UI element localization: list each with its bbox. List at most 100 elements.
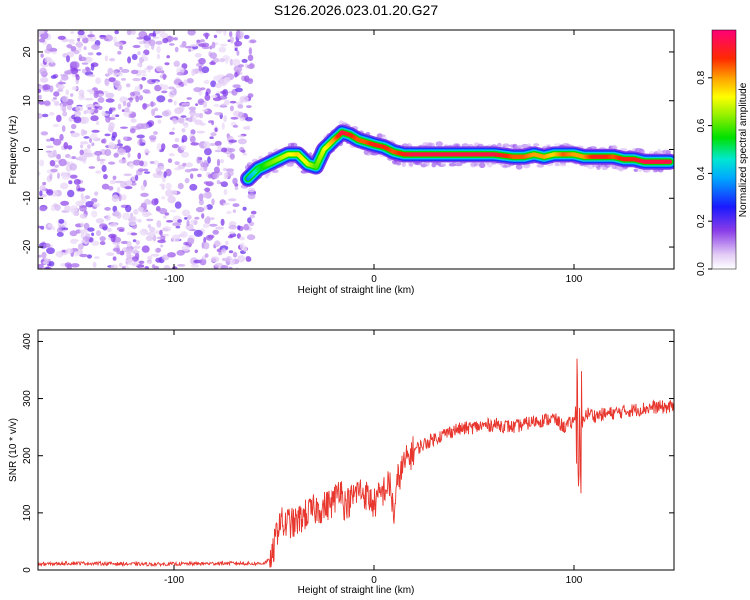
noise-blob — [124, 186, 133, 190]
noise-blob — [146, 65, 154, 70]
noise-blob — [38, 30, 45, 35]
noise-blob — [132, 77, 141, 82]
colorbar-tick-label: 0.8 — [696, 70, 707, 84]
noise-blob — [209, 143, 217, 146]
noise-blob — [236, 50, 240, 56]
halo-blob — [536, 164, 545, 168]
noise-blob — [215, 226, 225, 230]
noise-blob — [39, 67, 47, 75]
noise-blob — [84, 97, 94, 101]
noise-blob — [234, 40, 243, 47]
noise-blob — [56, 84, 65, 90]
colorbar-axes: 0.0 0.2 0.4 0.6 0.8 — [696, 70, 712, 276]
halo-blob — [454, 162, 463, 167]
spectrogram — [38, 30, 674, 269]
noise-blob — [221, 122, 225, 130]
noise-blob — [89, 89, 95, 95]
colorbar-tick-label: 0.2 — [696, 214, 707, 228]
halo-blob — [665, 149, 672, 154]
noise-blob — [70, 156, 77, 160]
noise-blob — [190, 142, 199, 146]
noise-blob — [87, 254, 92, 259]
noise-blob — [206, 215, 210, 219]
noise-blob — [120, 194, 127, 201]
noise-blob — [67, 189, 75, 198]
noise-blob — [135, 174, 139, 181]
noise-blob — [246, 105, 252, 109]
noise-blob — [163, 264, 171, 269]
noise-blob — [205, 183, 212, 186]
noise-blob — [173, 100, 177, 106]
noise-blob — [181, 128, 186, 133]
noise-blob — [216, 158, 221, 167]
noise-blob — [186, 97, 192, 100]
noise-blob — [79, 205, 87, 212]
noise-blob — [56, 153, 61, 160]
noise-blob — [161, 254, 170, 261]
noise-blob — [201, 42, 210, 48]
noise-blob — [150, 101, 154, 108]
halo-blob — [448, 162, 456, 167]
snr-axes: -100 0 100 0 100 200 300 400 — [22, 330, 674, 586]
noise-blob — [248, 187, 256, 193]
noise-blob — [132, 262, 139, 267]
noise-blob — [46, 247, 55, 255]
noise-blob — [165, 189, 174, 197]
noise-blob — [200, 160, 204, 168]
noise-blob — [172, 222, 182, 227]
noise-blob — [75, 73, 79, 78]
noise-blob — [51, 226, 56, 231]
noise-blob — [190, 168, 199, 172]
noise-blob — [173, 61, 180, 67]
noise-blob — [197, 173, 202, 178]
noise-blob — [171, 234, 181, 242]
noise-blob — [219, 58, 226, 63]
noise-blob — [186, 219, 190, 227]
noise-blob — [177, 264, 186, 267]
noise-blob — [247, 217, 252, 224]
noise-blob — [209, 61, 217, 66]
noise-blob — [213, 166, 220, 174]
noise-blob — [232, 203, 240, 208]
noise-blob — [232, 251, 238, 258]
noise-blob — [224, 76, 231, 84]
noise-blob — [38, 38, 46, 43]
noise-blob — [186, 78, 194, 84]
halo-blob — [554, 162, 560, 167]
noise-blob — [229, 30, 233, 38]
noise-blob — [121, 78, 126, 81]
noise-blob — [86, 108, 94, 114]
noise-blob — [160, 244, 164, 248]
noise-region — [38, 30, 257, 269]
noise-blob — [101, 164, 107, 173]
noise-blob — [88, 166, 96, 169]
noise-blob — [139, 228, 148, 236]
noise-blob — [87, 34, 95, 38]
noise-blob — [229, 36, 234, 44]
noise-blob — [246, 234, 256, 241]
noise-blob — [190, 173, 194, 179]
noise-blob — [213, 75, 221, 82]
noise-blob — [154, 84, 162, 92]
noise-blob — [104, 55, 108, 62]
noise-blob — [118, 229, 125, 232]
noise-blob — [198, 65, 203, 72]
noise-blob — [136, 134, 145, 139]
noise-blob — [94, 150, 103, 156]
noise-blob — [120, 69, 130, 73]
noise-blob — [144, 171, 151, 174]
noise-blob — [140, 184, 145, 191]
noise-blob — [247, 54, 254, 61]
noise-blob — [113, 69, 119, 74]
noise-blob — [189, 183, 198, 191]
noise-blob — [139, 138, 143, 145]
noise-blob — [134, 86, 138, 92]
noise-blob — [245, 255, 251, 261]
noise-blob — [50, 59, 54, 64]
noise-blob — [96, 230, 101, 237]
figure-title: S126.2026.023.01.20.G27 — [274, 2, 438, 18]
noise-blob — [204, 217, 211, 225]
noise-blob — [172, 118, 177, 123]
noise-blob — [194, 52, 202, 58]
